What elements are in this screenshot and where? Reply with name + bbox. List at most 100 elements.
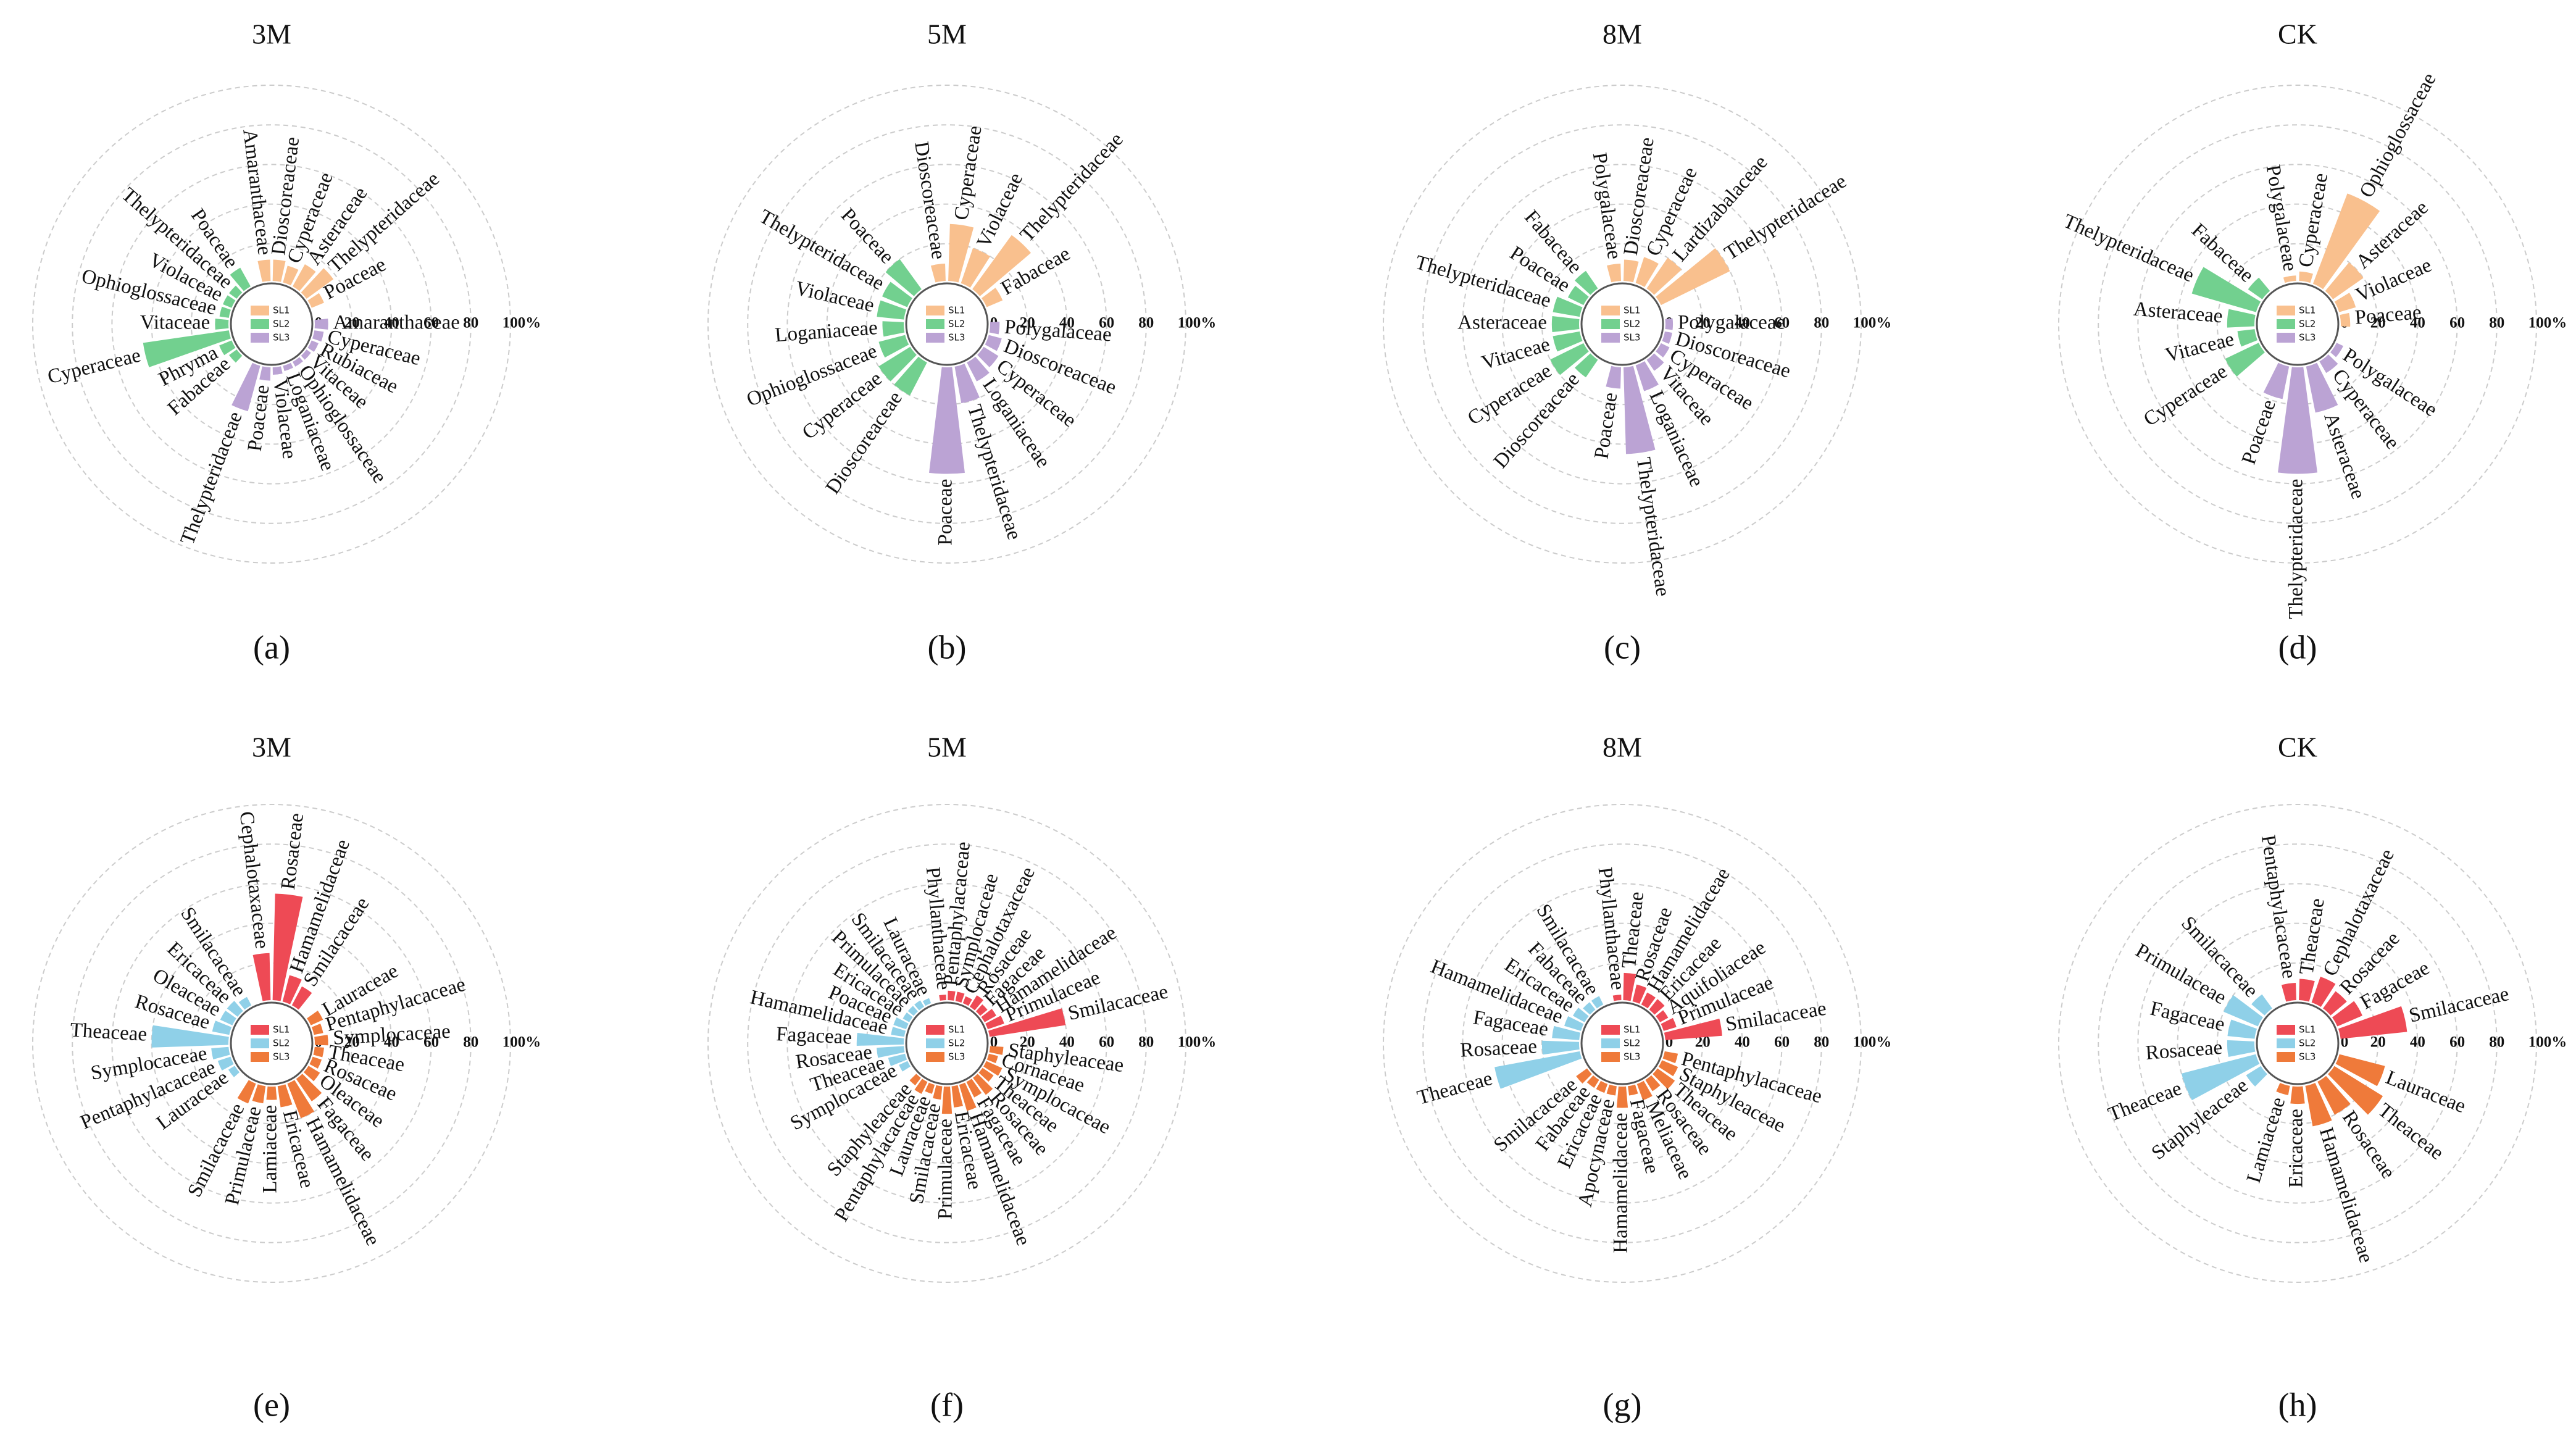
bar <box>301 349 311 360</box>
bar <box>969 995 984 1011</box>
grid-ring <box>2098 843 2498 1243</box>
r-tick-label: 40 <box>1059 315 1075 332</box>
bar <box>259 366 271 381</box>
bar <box>293 357 303 367</box>
bar <box>922 998 932 1006</box>
bar <box>2227 1019 2257 1039</box>
panel-label: (b) <box>928 628 967 666</box>
bar <box>877 1046 905 1058</box>
bar <box>1623 259 1639 283</box>
bar <box>939 995 946 1001</box>
bar <box>1591 996 1604 1009</box>
category-label: Rosaceae <box>277 812 308 891</box>
bar <box>1551 315 1580 333</box>
grid-ring <box>2256 282 2340 366</box>
bar <box>229 285 243 299</box>
bar <box>914 1000 925 1011</box>
grid-ring <box>1462 164 1783 485</box>
legend-label: SL1 <box>948 305 965 316</box>
category-label: Primulaceae <box>935 1119 957 1219</box>
bar <box>1653 1068 1675 1090</box>
category-label: Asteraceae <box>2133 298 2224 328</box>
chart-title: 5M <box>927 732 967 763</box>
bar <box>220 1010 236 1025</box>
bar <box>2263 362 2290 399</box>
chart-title: CK <box>2278 19 2317 50</box>
bar <box>959 1082 977 1111</box>
bar <box>907 1006 919 1016</box>
bar <box>266 1086 277 1100</box>
bar <box>307 340 319 352</box>
bar <box>1656 248 1730 306</box>
category-label: Lamiaceae <box>259 1105 281 1193</box>
grid-ring <box>32 804 511 1283</box>
bar <box>2251 994 2272 1016</box>
r-tick-label: 80 <box>1814 315 1829 332</box>
bar <box>296 1074 322 1101</box>
category-label: Poaceae <box>2354 301 2422 329</box>
bar <box>1606 365 1622 389</box>
bar <box>983 1061 1002 1076</box>
bar <box>2319 354 2338 374</box>
bar <box>899 1061 911 1072</box>
grid-ring <box>1580 282 1664 366</box>
bar <box>888 1053 907 1066</box>
grid-ring <box>1501 203 1743 445</box>
grid-ring <box>2058 804 2537 1283</box>
bar <box>1586 1075 1599 1088</box>
bar <box>2325 262 2364 299</box>
bar <box>1552 1025 1581 1040</box>
legend-swatch <box>926 1052 944 1062</box>
category-label: Pentaphylacaceae <box>2257 833 2301 980</box>
grid-ring <box>1422 843 1822 1243</box>
legend-swatch <box>2277 1052 2295 1062</box>
bar <box>981 1009 996 1022</box>
panel: CK(h)0 20 40 60 80 100%PentaphylacaceaeTheace… <box>2058 732 2567 1423</box>
panel: 3M(a)020406080100%AmaranthaceaeDioscorea… <box>32 19 541 666</box>
category-label: Violaceae <box>973 170 1028 252</box>
category-label: Ophioglossaceae <box>2356 69 2441 201</box>
chart-title: 3M <box>252 732 291 763</box>
legend-label: SL3 <box>2299 332 2315 343</box>
chart-title: 3M <box>252 19 291 50</box>
bar <box>985 1016 1004 1030</box>
bar <box>1574 353 1598 378</box>
grid-ring <box>2256 1001 2340 1085</box>
bar <box>1635 257 1659 288</box>
bar <box>2283 275 2296 283</box>
bar <box>2334 293 2356 312</box>
category-label: Polygalaceae <box>2262 163 2301 273</box>
bar <box>2227 309 2256 328</box>
bar <box>307 293 324 308</box>
r-tick-label: 20 <box>1695 315 1711 332</box>
bar <box>309 1056 322 1069</box>
r-tick-label: 60 <box>1099 315 1114 332</box>
legend-label: SL3 <box>2299 1051 2315 1062</box>
category-label: Theaceae <box>1415 1067 1495 1109</box>
grid-ring <box>72 843 472 1243</box>
panel: 8M(g)0 20 40 60 80 100%PhyllanthaceaeTheaceae… <box>1383 732 1891 1423</box>
category-label: Thelypteridaceae <box>2060 210 2198 286</box>
grid-ring <box>1462 883 1783 1204</box>
legend-label: SL2 <box>273 319 290 330</box>
bar <box>893 1017 909 1030</box>
grid-ring <box>786 883 1107 1204</box>
category-label: Vitaceae <box>140 312 210 334</box>
bar <box>272 366 283 375</box>
legend-label: SL2 <box>2299 1038 2315 1049</box>
bar <box>287 1080 314 1119</box>
bar <box>1656 343 1670 357</box>
bar <box>2317 1075 2351 1115</box>
legend-label: SL1 <box>1624 305 1640 316</box>
grid-ring <box>230 1001 314 1085</box>
bar <box>1553 296 1583 317</box>
bar <box>272 259 286 282</box>
category-label: Cephalotaxaceae <box>235 810 273 950</box>
legend-swatch <box>1601 306 1620 315</box>
chart-title: 8M <box>1603 19 1642 50</box>
bar <box>951 1085 963 1108</box>
bar <box>1583 1002 1596 1015</box>
bar <box>986 1053 998 1064</box>
r-tick-label: 40 <box>384 315 399 332</box>
